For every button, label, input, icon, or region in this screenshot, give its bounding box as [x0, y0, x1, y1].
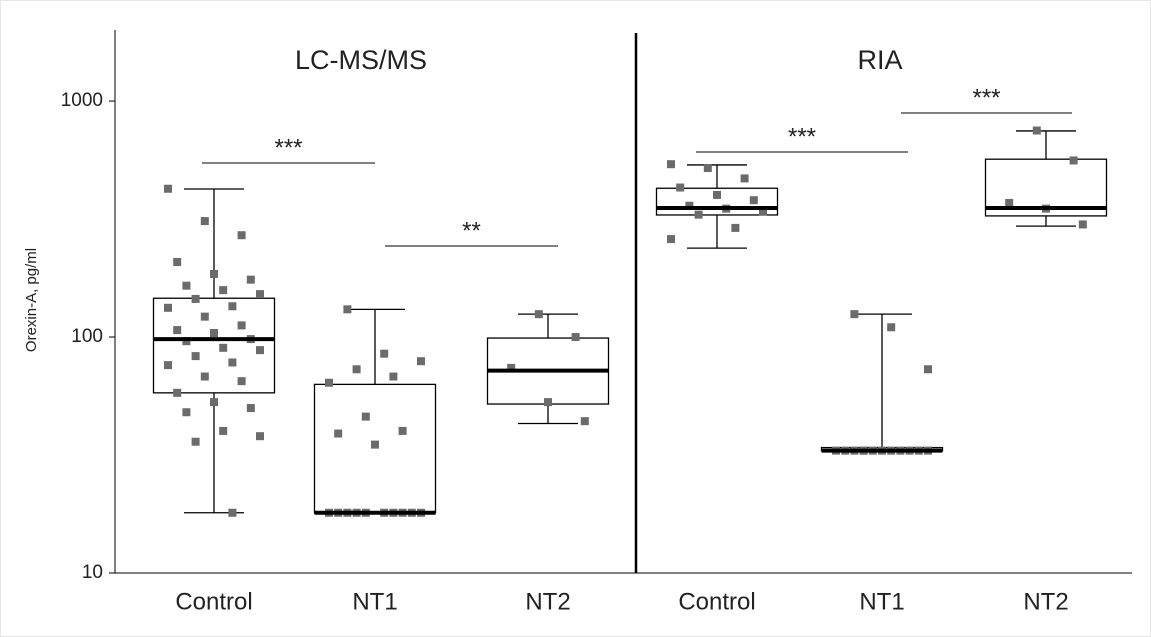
x-tick-label: NT1	[352, 588, 397, 615]
data-point	[361, 412, 370, 421]
y-tick-label: 1000	[61, 90, 103, 111]
x-tick-label: NT1	[859, 588, 904, 615]
data-point	[1032, 126, 1041, 135]
data-point	[246, 404, 255, 413]
data-point	[887, 323, 896, 332]
data-point	[219, 343, 228, 352]
data-point	[343, 305, 352, 314]
data-point	[676, 183, 685, 192]
y-tick-label: 100	[71, 326, 103, 347]
data-point	[210, 398, 218, 407]
data-point	[182, 408, 191, 417]
box	[655, 187, 779, 216]
data-point	[544, 398, 552, 407]
panel-title: RIA	[857, 45, 902, 75]
y-axis-label: Orexin-A, pg/ml	[23, 248, 40, 352]
data-point	[759, 207, 767, 216]
significance-label: ***	[274, 134, 302, 161]
panel-title: LC-MS/MS	[295, 45, 427, 75]
data-point	[173, 257, 182, 266]
data-point	[191, 437, 200, 446]
data-point	[191, 294, 200, 303]
data-point	[228, 302, 237, 311]
data-point	[237, 321, 246, 330]
data-point	[507, 363, 516, 372]
data-point	[398, 426, 407, 435]
x-tick-label: Control	[678, 588, 755, 615]
data-point	[210, 328, 218, 337]
data-point	[694, 210, 703, 219]
data-point	[580, 417, 589, 426]
data-point	[571, 333, 580, 342]
significance-label: ***	[788, 123, 816, 150]
data-point	[850, 310, 859, 319]
significance-label: ***	[972, 84, 1000, 111]
data-point	[228, 508, 237, 517]
data-point	[685, 201, 694, 210]
data-point	[200, 312, 209, 321]
data-point	[200, 217, 209, 226]
box	[152, 297, 276, 394]
data-point	[713, 190, 721, 199]
data-point	[164, 361, 172, 370]
data-point	[237, 377, 246, 386]
data-point	[1069, 156, 1078, 165]
data-point	[173, 326, 182, 335]
data-point	[219, 286, 228, 295]
data-point	[334, 429, 343, 438]
data-point	[164, 303, 172, 312]
data-point	[534, 310, 543, 319]
x-tick-label: NT2	[525, 588, 570, 615]
data-point	[924, 365, 932, 374]
data-point	[191, 352, 200, 361]
x-tick-label: NT2	[1023, 588, 1068, 615]
data-point	[210, 269, 218, 278]
data-point	[173, 388, 182, 397]
data-point	[371, 440, 379, 449]
data-point	[389, 372, 398, 381]
data-point	[1078, 220, 1087, 229]
x-tick-label: Control	[175, 588, 252, 615]
data-point	[417, 357, 425, 366]
data-point	[164, 184, 172, 193]
data-point	[200, 372, 209, 381]
data-point	[325, 378, 333, 387]
data-point	[667, 160, 675, 169]
data-point	[182, 281, 191, 290]
data-point	[740, 174, 749, 183]
y-tick-label: 10	[82, 562, 103, 583]
data-point	[219, 426, 228, 435]
data-point	[703, 164, 712, 173]
significance-label: **	[462, 217, 481, 244]
data-point	[246, 275, 255, 284]
data-point	[352, 365, 361, 374]
data-point	[1005, 198, 1014, 207]
data-point	[182, 337, 191, 346]
data-point	[749, 196, 758, 205]
data-point	[256, 432, 264, 441]
data-point	[731, 223, 740, 232]
data-point	[237, 231, 246, 240]
data-point	[667, 235, 675, 244]
data-point	[380, 349, 389, 358]
data-point	[256, 290, 264, 299]
box	[984, 158, 1108, 217]
data-point	[256, 346, 264, 355]
data-point	[228, 358, 237, 367]
